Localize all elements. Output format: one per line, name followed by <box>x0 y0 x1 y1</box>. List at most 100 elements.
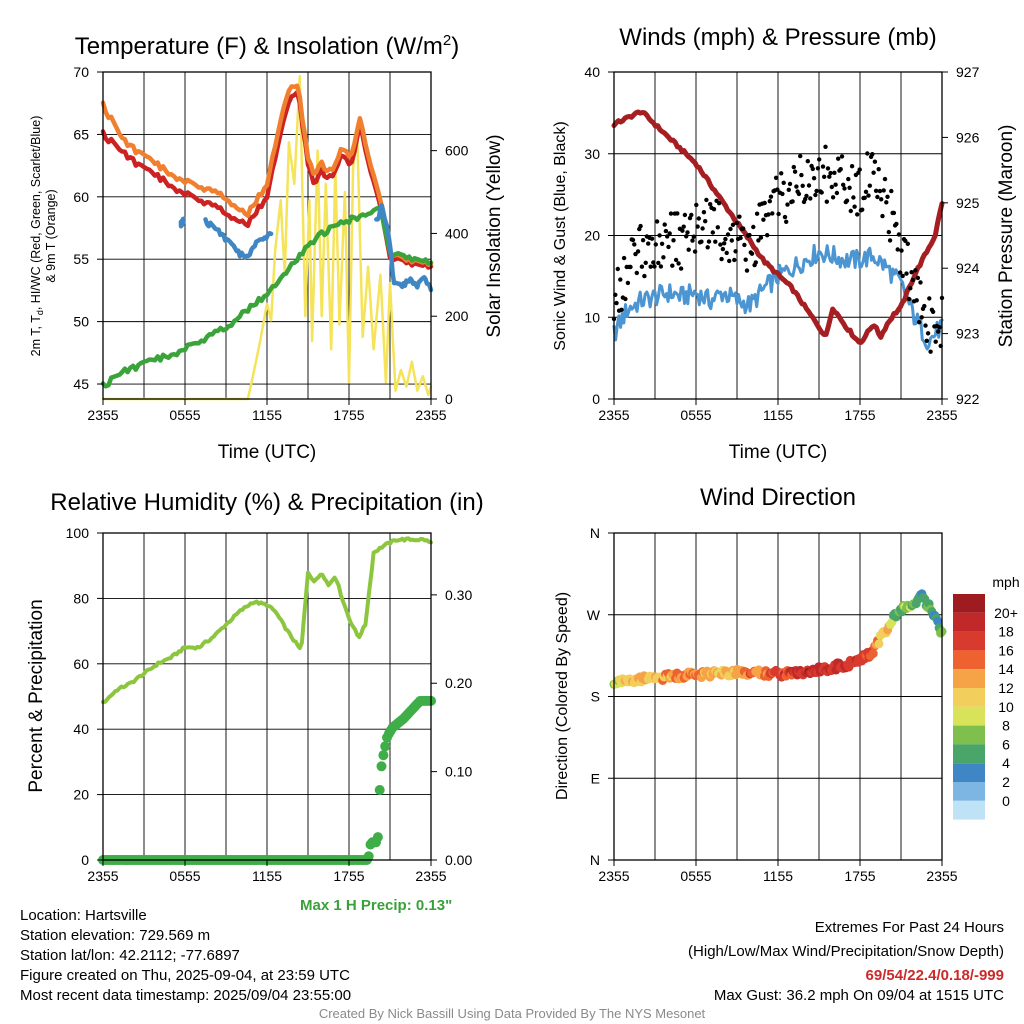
direction-ytick-label: N <box>590 852 600 868</box>
gust-point <box>882 176 888 182</box>
gust-point <box>728 226 733 232</box>
gust-point <box>841 182 846 187</box>
gust-point <box>787 181 793 187</box>
temp-xtick-label: 2355 <box>415 407 446 423</box>
gust-point <box>663 228 669 234</box>
gust-point <box>659 241 665 246</box>
humidity-ytick-label: 40 <box>73 721 89 737</box>
temp-xtick-label: 1755 <box>333 407 364 423</box>
pressure-ytick-label: 922 <box>956 391 980 407</box>
precip-point <box>378 750 389 761</box>
gust-point <box>804 193 809 199</box>
gust-point <box>673 257 679 263</box>
gust-point <box>666 244 671 250</box>
winds-panel: Winds (mph) & Pressure (mb) 2355 0555 1155… <box>552 24 1017 463</box>
gust-point <box>799 172 804 178</box>
gust-point <box>665 234 670 239</box>
gust-point <box>630 237 636 243</box>
gust-point <box>649 236 655 241</box>
colorbar-label: 20+ <box>994 605 1018 621</box>
gust-point <box>658 264 664 269</box>
colorbar-swatch <box>953 800 985 820</box>
gust-point <box>773 175 779 180</box>
gust-point <box>699 239 704 244</box>
gust-point <box>824 199 829 204</box>
gust-point <box>833 182 838 187</box>
colorbar-label: 14 <box>998 661 1014 677</box>
gust-point <box>685 230 690 235</box>
hiwc-segment1 <box>178 216 186 229</box>
gust-point <box>791 164 796 170</box>
gust-point <box>724 250 729 256</box>
gust-point <box>776 211 781 217</box>
colorbar-swatch <box>953 650 985 670</box>
gust-point <box>865 151 870 156</box>
temp-ytick-label: 50 <box>73 314 89 330</box>
gust-point <box>885 194 890 199</box>
gust-point <box>800 183 805 188</box>
colorbar-label: 0 <box>1002 793 1010 809</box>
gust-point <box>640 238 646 243</box>
gust-point <box>919 315 924 320</box>
winds-xtick-label: 2355 <box>598 407 629 423</box>
wind-line <box>612 243 944 351</box>
gust-point <box>930 309 936 314</box>
max-gust: Max Gust: 36.2 mph On 09/04 at 1515 UTC <box>713 987 1004 1004</box>
gust-point <box>836 156 841 161</box>
gust-point <box>790 199 795 204</box>
gust-point <box>925 331 931 336</box>
gust-point <box>857 167 862 172</box>
direction-ylabel: Direction (Colored By Speed) <box>554 592 571 800</box>
gust-point <box>684 234 689 239</box>
gust-point <box>846 176 851 182</box>
gust-point <box>905 241 910 246</box>
gust-point <box>761 217 766 222</box>
temp-ytick-label: 55 <box>73 251 89 267</box>
speed-colorbar: mph 20+ 18 16 14 12 10 8 6 4 2 0 <box>953 574 1020 820</box>
pressure-line <box>611 109 945 345</box>
temperature-xlabel: Time (UTC) <box>218 442 317 463</box>
colorbar-label: 18 <box>998 624 1014 640</box>
extremes-values: 69/54/22.4/0.18/-999 <box>865 967 1004 984</box>
gust-point <box>623 296 628 302</box>
gust-point <box>822 174 827 179</box>
winds-ytick-label: 10 <box>584 309 600 325</box>
extremes-legend: (High/Low/Max Wind/Precipitation/Snow De… <box>688 943 1004 960</box>
gust-point <box>887 238 893 243</box>
direction-ytick-label: N <box>590 525 600 541</box>
direction-panel-title: Wind Direction <box>700 484 856 511</box>
gust-point <box>635 249 641 254</box>
gust-point <box>753 260 758 265</box>
colorbar-title: mph <box>992 574 1019 590</box>
humidity-xtick-label: 2355 <box>415 868 446 884</box>
colorbar-label: 16 <box>998 642 1014 658</box>
gust-point <box>680 228 685 233</box>
gust-point <box>676 261 681 266</box>
gust-point <box>670 263 675 268</box>
gust-point <box>758 235 764 240</box>
gust-point <box>695 224 700 229</box>
gust-point <box>720 246 726 252</box>
colorbar-swatch <box>953 631 985 651</box>
gust-point <box>618 277 623 282</box>
humidity-xtick-label: 0555 <box>169 868 200 884</box>
gust-point <box>628 264 633 270</box>
gust-point <box>860 207 865 212</box>
gust-point <box>806 183 812 188</box>
gust-point <box>924 338 929 343</box>
gust-point <box>827 174 832 179</box>
colorbar-swatch <box>953 594 985 613</box>
gust-point <box>692 249 698 254</box>
humidity-panel: Relative Humidity (%) & Precipitation (i… <box>26 489 484 884</box>
station-info: Location: Hartsville Station elevation: … <box>20 906 351 1006</box>
gust-point <box>779 171 784 176</box>
colorbar-label: 6 <box>1002 736 1010 752</box>
gust-point <box>722 241 727 246</box>
gust-point <box>615 266 620 272</box>
gust-point <box>872 159 878 164</box>
station-elevation: Station elevation: 729.569 m <box>20 927 211 944</box>
precip-ytick-label: 0.00 <box>445 852 472 868</box>
insolation-ytick-label: 400 <box>445 225 469 241</box>
gust-point <box>875 194 880 200</box>
